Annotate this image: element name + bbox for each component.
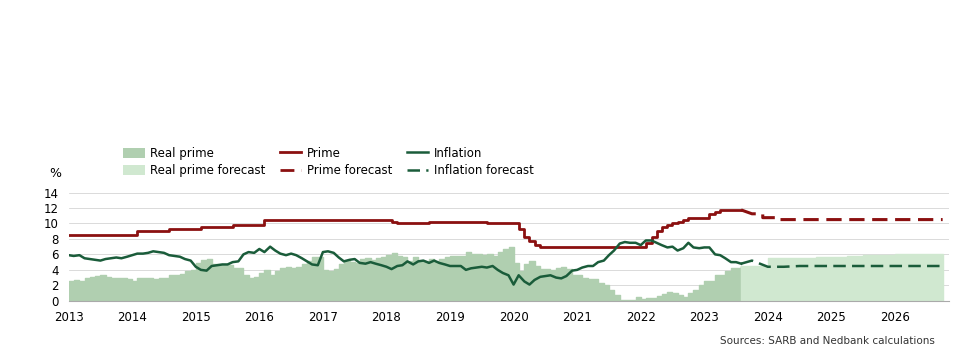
Text: %: % [49,167,62,180]
Legend: Real prime, Real prime forecast, Prime, Prime forecast, Inflation, Inflation for: Real prime, Real prime forecast, Prime, … [119,142,539,182]
Text: Sources: SARB and Nedbank calculations: Sources: SARB and Nedbank calculations [720,335,935,346]
